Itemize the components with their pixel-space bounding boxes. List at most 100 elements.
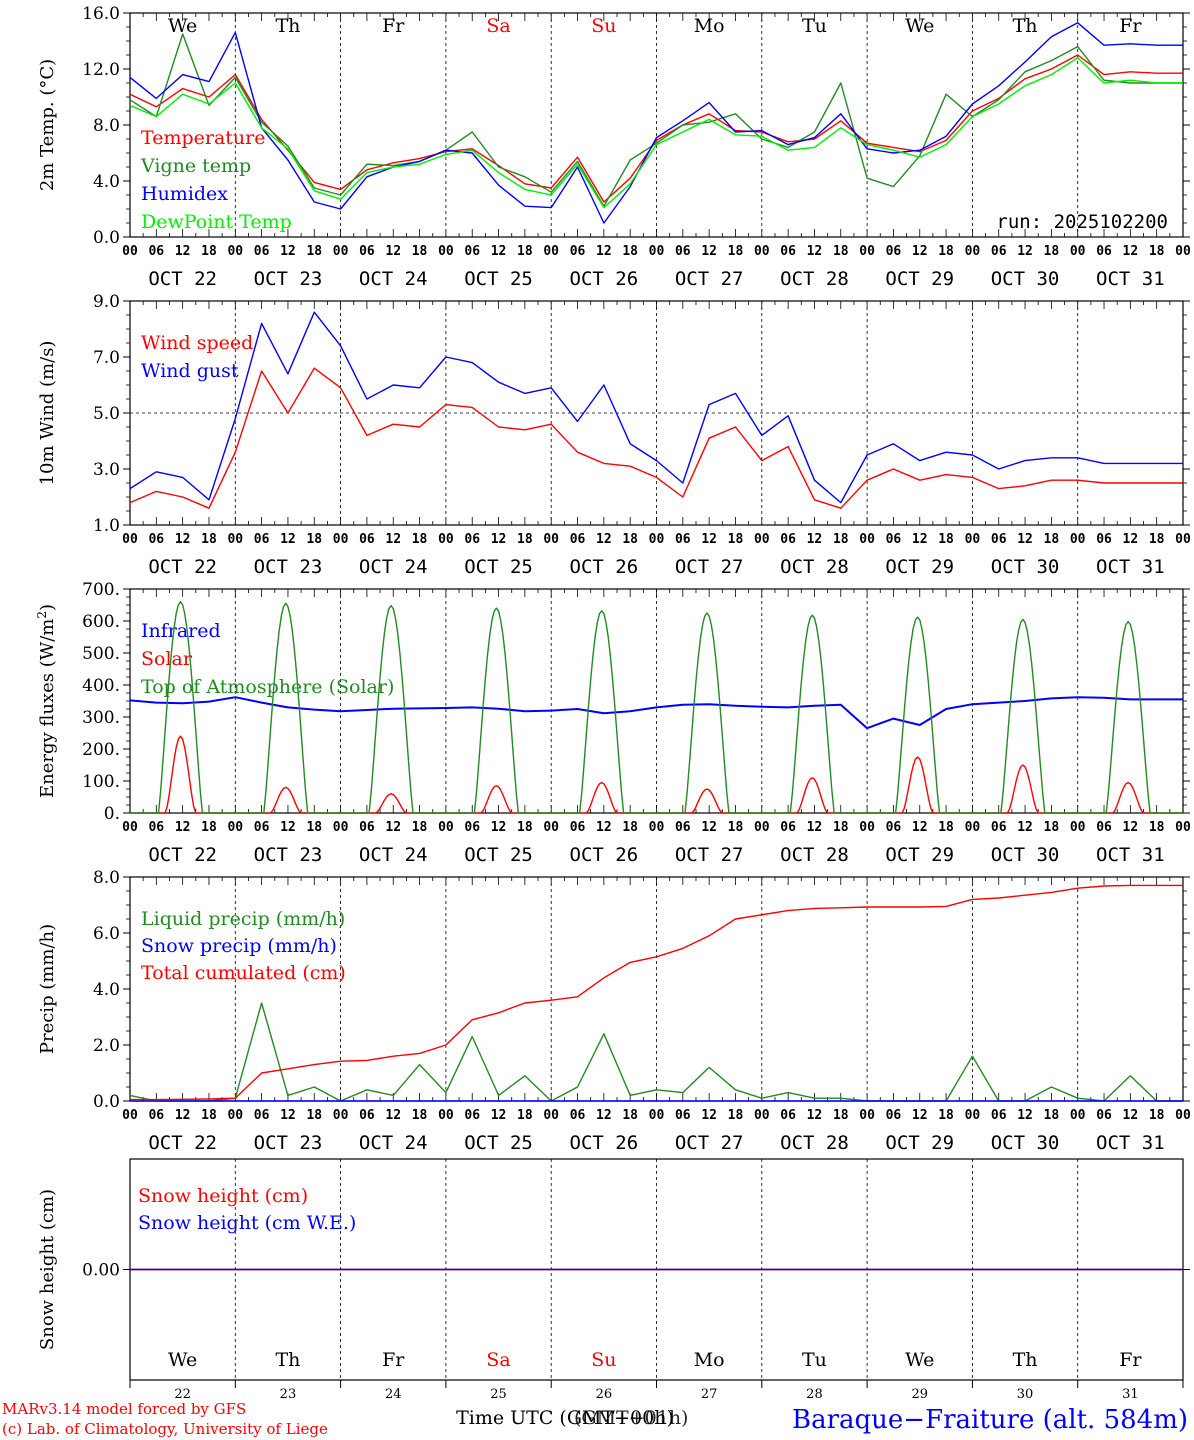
chart-panels: 0.0 4.0 8.0 12.0 16.0 2m Temp. (°C) 00 06 12 18 00… bbox=[35, 4, 1191, 1429]
x-tick-label: 06 bbox=[1096, 1108, 1112, 1123]
series-line bbox=[129, 696, 1183, 730]
x-date-label: OCT 23 bbox=[254, 1132, 323, 1154]
legend-entry: Snow height (cm W.E.) bbox=[138, 1212, 356, 1234]
x-tick-label: 12 bbox=[1123, 244, 1139, 259]
x-tick-label: 18 bbox=[622, 532, 638, 547]
day-number-label: 27 bbox=[701, 1387, 718, 1402]
y-tick-label: 9.0 bbox=[93, 292, 120, 312]
x-date-label: OCT 23 bbox=[254, 556, 323, 578]
day-name-label: We bbox=[905, 1349, 934, 1371]
day-number-label: 29 bbox=[911, 1387, 928, 1402]
x-tick-label: 00 bbox=[438, 1108, 454, 1123]
x-tick-label: 18 bbox=[1149, 532, 1165, 547]
x-tick-label: 12 bbox=[701, 244, 717, 259]
y-tick-label: 4.0 bbox=[93, 172, 120, 192]
x-tick-label: 12 bbox=[175, 1108, 191, 1123]
x-tick-label: 00 bbox=[227, 1108, 243, 1123]
x-tick-label: 06 bbox=[464, 820, 480, 835]
x-tick-label: 00 bbox=[754, 244, 770, 259]
x-tick-label: 18 bbox=[412, 532, 428, 547]
x-date-label: OCT 22 bbox=[148, 1132, 217, 1154]
y-tick-label: 200. bbox=[82, 740, 120, 760]
x-tick-label: 18 bbox=[201, 1108, 217, 1123]
legend-entry: Temperature bbox=[141, 127, 265, 149]
x-tick-label: 18 bbox=[728, 1108, 744, 1123]
x-tick-label: 00 bbox=[859, 1108, 875, 1123]
x-tick-label: 18 bbox=[728, 244, 744, 259]
x-tick-label: 12 bbox=[912, 1108, 928, 1123]
y-tick-label: 4.0 bbox=[93, 980, 120, 1000]
x-tick-label: 06 bbox=[359, 820, 375, 835]
x-tick-label: 18 bbox=[201, 244, 217, 259]
x-tick-label: 00 bbox=[754, 1108, 770, 1123]
x-tick-label: 06 bbox=[886, 820, 902, 835]
x-date-label: OCT 24 bbox=[359, 556, 428, 578]
x-tick-label: 06 bbox=[780, 1108, 796, 1123]
legend-entry: Total cumulated (cm) bbox=[141, 962, 346, 984]
x-tick-label: 00 bbox=[1070, 244, 1086, 259]
x-date-label: OCT 26 bbox=[570, 1132, 639, 1154]
x-tick-label: 18 bbox=[1149, 244, 1165, 259]
x-date-label: OCT 25 bbox=[464, 1132, 533, 1154]
day-number-label: 30 bbox=[1017, 1387, 1034, 1402]
x-tick-label: 12 bbox=[807, 532, 823, 547]
x-tick-label: 06 bbox=[675, 532, 691, 547]
x-tick-label: 06 bbox=[886, 244, 902, 259]
x-tick-label: 06 bbox=[464, 1108, 480, 1123]
x-date-label: OCT 30 bbox=[991, 556, 1060, 578]
x-tick-label: 00 bbox=[649, 532, 665, 547]
x-tick-label: 06 bbox=[991, 244, 1007, 259]
x-tick-label: 06 bbox=[780, 820, 796, 835]
day-name-label: Sa bbox=[486, 1349, 510, 1371]
x-tick-label: 12 bbox=[385, 532, 401, 547]
x-tick-label: 00 bbox=[859, 532, 875, 547]
series-line bbox=[129, 367, 1183, 509]
x-date-label: OCT 23 bbox=[254, 268, 323, 290]
x-tick-label: 18 bbox=[1044, 1108, 1060, 1123]
legend-entry: Infrared bbox=[141, 620, 221, 642]
x-tick-label: 06 bbox=[991, 532, 1007, 547]
x-tick-label: 18 bbox=[1149, 820, 1165, 835]
x-tick-label: 12 bbox=[491, 532, 507, 547]
y-axis-title: 2m Temp. (°C) bbox=[37, 59, 58, 191]
day-name-label: Th bbox=[275, 15, 300, 37]
x-tick-label: 18 bbox=[306, 820, 322, 835]
y-tick-label: 16.0 bbox=[82, 4, 120, 24]
x-tick-label: 18 bbox=[517, 532, 533, 547]
series-line bbox=[129, 22, 1183, 224]
x-tick-label: 00 bbox=[122, 1108, 138, 1123]
x-tick-label: 00 bbox=[754, 532, 770, 547]
y-tick-label: 300. bbox=[82, 708, 120, 728]
x-date-label: OCT 30 bbox=[991, 1132, 1060, 1154]
x-date-label: OCT 29 bbox=[885, 844, 954, 866]
x-tick-label: 18 bbox=[306, 532, 322, 547]
x-tick-label: 12 bbox=[1123, 1108, 1139, 1123]
x-tick-label: 18 bbox=[938, 820, 954, 835]
x-tick-label: 06 bbox=[886, 1108, 902, 1123]
x-tick-label: 12 bbox=[175, 532, 191, 547]
x-tick-label: 06 bbox=[464, 244, 480, 259]
series-line bbox=[129, 54, 1183, 203]
x-date-label: OCT 27 bbox=[675, 556, 744, 578]
x-tick-label: 06 bbox=[570, 532, 586, 547]
x-tick-label: 00 bbox=[122, 244, 138, 259]
x-tick-label: 12 bbox=[701, 532, 717, 547]
footer-credit-2: (c) Lab. of Climatology, University of L… bbox=[2, 1420, 328, 1438]
y-axis-title: Precip (mm/h) bbox=[37, 924, 58, 1054]
x-tick-label: 18 bbox=[833, 1108, 849, 1123]
x-tick-label: 00 bbox=[227, 244, 243, 259]
x-tick-label: 18 bbox=[517, 244, 533, 259]
x-tick-label: 12 bbox=[175, 244, 191, 259]
legend-entry: Solar bbox=[141, 648, 193, 670]
x-tick-label: 06 bbox=[148, 244, 164, 259]
x-tick-label: 00 bbox=[122, 532, 138, 547]
day-name-label: Fr bbox=[382, 1349, 405, 1371]
x-tick-label: 00 bbox=[649, 820, 665, 835]
day-name-label: We bbox=[168, 15, 197, 37]
day-name-label: Fr bbox=[382, 15, 405, 37]
x-tick-label: 00 bbox=[122, 820, 138, 835]
x-date-label: OCT 29 bbox=[885, 556, 954, 578]
x-tick-label: 00 bbox=[543, 532, 559, 547]
x-tick-label: 18 bbox=[412, 820, 428, 835]
